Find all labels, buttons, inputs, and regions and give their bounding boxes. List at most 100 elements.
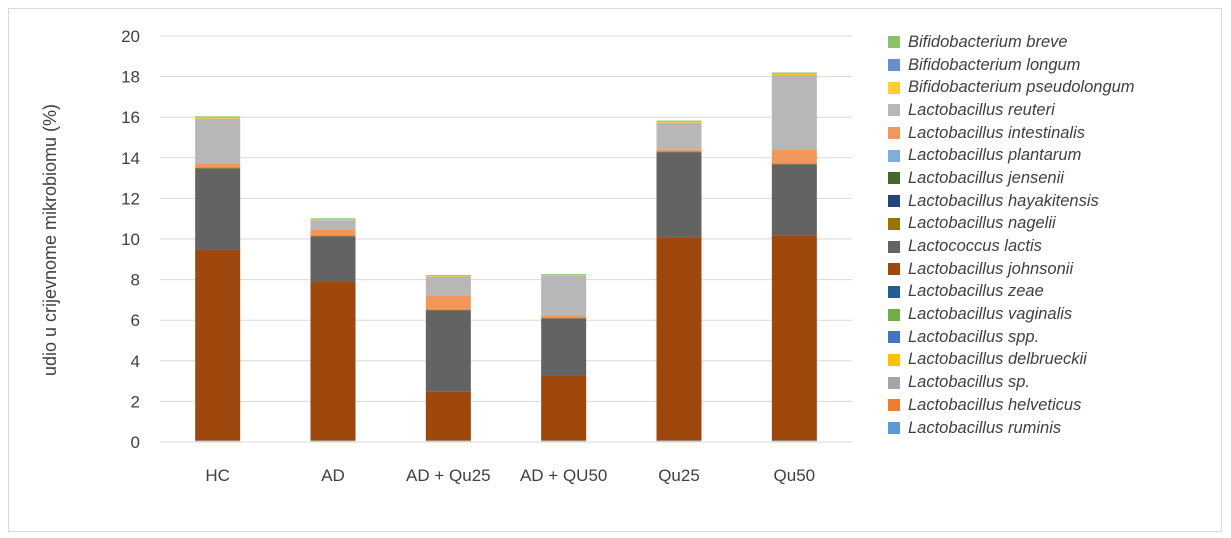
legend-swatch bbox=[888, 36, 900, 49]
bar-segment bbox=[771, 72, 817, 74]
bar-segment bbox=[195, 117, 241, 119]
bar-segment bbox=[310, 229, 356, 236]
x-tick-label: Qu25 bbox=[658, 466, 700, 485]
bar-segment bbox=[425, 276, 471, 296]
legend-item: Lactobacillus hayakitensis bbox=[888, 190, 1228, 213]
legend-item: Lactobacillus helveticus bbox=[888, 394, 1228, 417]
legend-label: Lactobacillus johnsonii bbox=[908, 259, 1074, 278]
bar-segment bbox=[195, 163, 241, 168]
bar-segment bbox=[195, 116, 241, 118]
legend-label: Lactobacillus reuteri bbox=[908, 100, 1055, 119]
legend-label: Lactobacillus sp. bbox=[908, 373, 1030, 392]
bar-segment bbox=[310, 219, 356, 221]
legend-item: Lactobacillus jensenii bbox=[888, 167, 1228, 190]
y-tick-label: 4 bbox=[131, 352, 140, 371]
bar-segment bbox=[541, 315, 587, 318]
legend-swatch bbox=[888, 331, 900, 344]
bar-segment bbox=[195, 118, 241, 164]
legend-item: Lactobacillus delbrueckii bbox=[888, 349, 1228, 372]
x-tick-label: AD + QU50 bbox=[520, 466, 607, 485]
legend-swatch bbox=[888, 285, 900, 298]
y-tick-label: 8 bbox=[131, 271, 140, 290]
legend-swatch bbox=[888, 217, 900, 230]
bar-segment bbox=[425, 275, 471, 277]
legend-swatch bbox=[888, 399, 900, 412]
bar-segment bbox=[656, 237, 702, 441]
bar-segment bbox=[425, 295, 471, 310]
x-tick-label: Qu50 bbox=[774, 466, 816, 485]
y-tick-label: 14 bbox=[121, 149, 140, 168]
legend-label: Lactococcus lactis bbox=[908, 237, 1042, 256]
bar-segment bbox=[771, 74, 817, 151]
bar-segment bbox=[310, 282, 356, 441]
legend: Bifidobacterium breve Bifidobacterium lon… bbox=[888, 31, 1228, 439]
bar-segment bbox=[195, 249, 241, 441]
legend-item: Lactobacillus nagelii bbox=[888, 213, 1228, 236]
legend-item: Bifidobacterium pseudolongum bbox=[888, 76, 1228, 99]
x-tick-label: HC bbox=[205, 466, 230, 485]
bar-segment bbox=[656, 120, 702, 122]
y-tick-label: 6 bbox=[131, 311, 140, 330]
legend-swatch bbox=[888, 59, 900, 72]
bar-segment bbox=[656, 122, 702, 151]
legend-item: Lactobacillus spp. bbox=[888, 326, 1228, 349]
bar-segment bbox=[771, 164, 817, 236]
legend-label: Bifidobacterium pseudolongum bbox=[908, 78, 1135, 97]
legend-swatch bbox=[888, 240, 900, 253]
bar-segment bbox=[656, 121, 702, 123]
legend-swatch bbox=[888, 376, 900, 389]
legend-swatch bbox=[888, 263, 900, 276]
legend-label: Lactobacillus spp. bbox=[908, 327, 1040, 346]
legend-item: Lactobacillus sp. bbox=[888, 371, 1228, 394]
bar-segment bbox=[541, 275, 587, 316]
bar-segment bbox=[541, 274, 587, 276]
x-tick-label: AD bbox=[321, 466, 345, 485]
legend-item: Bifidobacterium breve bbox=[888, 31, 1228, 54]
legend-item: Lactobacillus vaginalis bbox=[888, 303, 1228, 326]
bar-segment bbox=[656, 152, 702, 238]
legend-swatch bbox=[888, 127, 900, 140]
legend-swatch bbox=[888, 81, 900, 94]
legend-swatch bbox=[888, 422, 900, 435]
bar-segment bbox=[425, 391, 471, 441]
legend-swatch bbox=[888, 353, 900, 366]
bar-segment bbox=[195, 168, 241, 250]
legend-item: Bifidobacterium longum bbox=[888, 54, 1228, 77]
legend-label: Lactobacillus plantarum bbox=[908, 146, 1082, 165]
legend-swatch bbox=[888, 195, 900, 208]
bar-segment bbox=[425, 276, 471, 277]
legend-item: Lactobacillus zeae bbox=[888, 281, 1228, 304]
legend-item: Lactobacillus reuteri bbox=[888, 99, 1228, 122]
legend-label: Lactobacillus ruminis bbox=[908, 418, 1062, 437]
legend-label: Lactobacillus intestinalis bbox=[908, 123, 1086, 142]
legend-item: Lactobacillus ruminis bbox=[888, 417, 1228, 440]
bar-segment bbox=[541, 275, 587, 276]
legend-item: Lactobacillus johnsonii bbox=[888, 258, 1228, 281]
legend-item: Lactococcus lactis bbox=[888, 235, 1228, 258]
legend-label: Lactobacillus jensenii bbox=[908, 168, 1064, 187]
y-tick-label: 20 bbox=[121, 27, 140, 46]
y-tick-label: 2 bbox=[131, 392, 140, 411]
y-axis-label: udio u crijevnome mikrobiomu (%) bbox=[40, 104, 60, 376]
y-tick-label: 10 bbox=[121, 230, 140, 249]
legend-label: Lactobacillus delbrueckii bbox=[908, 350, 1087, 369]
legend-label: Lactobacillus zeae bbox=[908, 282, 1044, 301]
legend-item: Lactobacillus intestinalis bbox=[888, 122, 1228, 145]
gridlines bbox=[160, 35, 852, 402]
legend-label: Lactobacillus hayakitensis bbox=[908, 191, 1099, 210]
y-tick-label: 18 bbox=[121, 68, 140, 87]
bar-segment bbox=[310, 218, 356, 220]
bar-segment bbox=[310, 236, 356, 283]
y-tick-label: 0 bbox=[131, 433, 140, 452]
bar-segment bbox=[656, 150, 702, 152]
legend-swatch bbox=[888, 308, 900, 321]
bar-stacks bbox=[195, 72, 817, 442]
bar-segment bbox=[310, 220, 356, 230]
x-tick-label: AD + Qu25 bbox=[406, 466, 491, 485]
y-tick-label: 16 bbox=[121, 108, 140, 127]
legend-swatch bbox=[888, 172, 900, 185]
legend-item: Lactobacillus plantarum bbox=[888, 144, 1228, 167]
bar-segment bbox=[771, 150, 817, 164]
legend-label: Bifidobacterium breve bbox=[908, 32, 1068, 51]
